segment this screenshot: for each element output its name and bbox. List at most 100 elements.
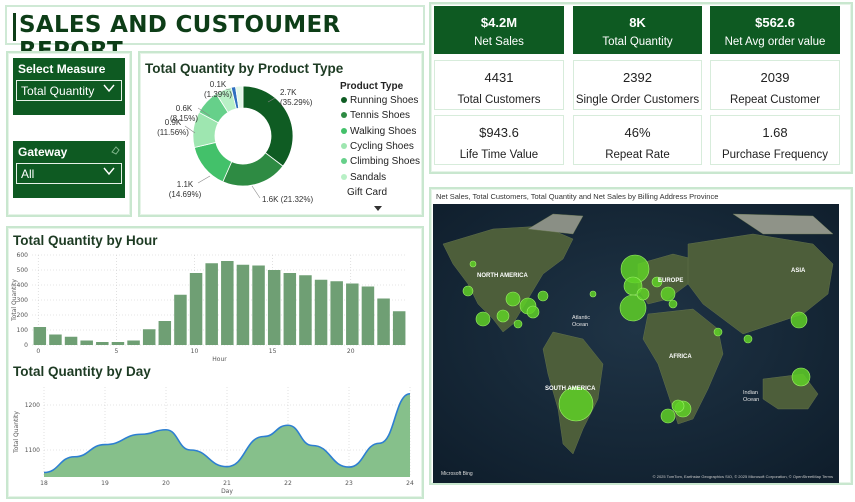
map-bubble[interactable] xyxy=(713,327,723,337)
y-tick-label: 1100 xyxy=(25,447,40,454)
hour-bar[interactable] xyxy=(267,270,281,345)
area-fill xyxy=(44,393,410,477)
hour-bar[interactable] xyxy=(361,286,375,346)
hour-bar[interactable] xyxy=(314,279,328,345)
gateway-slicer[interactable]: Gateway All xyxy=(13,141,125,198)
legend-label: Walking Shoes xyxy=(350,125,417,137)
map-bubble[interactable] xyxy=(619,294,647,322)
map-bubble[interactable] xyxy=(790,311,808,329)
kpi-value: 46% xyxy=(624,125,651,140)
world-map[interactable]: NORTH AMERICA EUROPE ASIA AFRICA SOUTH AMERI… xyxy=(433,204,839,483)
hour-bar[interactable] xyxy=(33,327,47,345)
hour-bar[interactable] xyxy=(221,261,234,345)
map-bubble[interactable] xyxy=(475,311,491,327)
hour-bar[interactable] xyxy=(174,294,187,345)
map-region-label: Atlantic xyxy=(572,315,590,321)
select-measure-slicer[interactable]: Select Measure Total Quantity xyxy=(13,58,125,115)
legend-label: Tennis Shoes xyxy=(350,110,411,122)
kpi-card-net-avg-order-value: $562.6 Net Avg order value xyxy=(710,6,840,54)
hour-bar[interactable] xyxy=(64,336,78,345)
report-title-box: SALES AND CUSTOUMER REPORT xyxy=(5,5,425,64)
hour-bar[interactable] xyxy=(330,281,343,345)
donut-leader-line xyxy=(267,97,276,103)
kpi-card-repeat-rate: 46% Repeat Rate xyxy=(573,115,702,165)
legend-label: Running Shoes xyxy=(350,95,419,106)
kpi-card-total-customers: 4431 Total Customers xyxy=(434,60,564,110)
legend-item-running-shoes[interactable]: Running Shoes xyxy=(341,95,418,106)
hour-bar[interactable] xyxy=(111,342,125,345)
legend-item-tennis-shoes[interactable]: Tennis Shoes xyxy=(341,110,410,121)
legend-item-gift-card[interactable]: Gift Card xyxy=(347,187,387,198)
hour-bar[interactable] xyxy=(142,329,156,345)
hour-bar[interactable] xyxy=(189,273,203,345)
select-measure-dropdown[interactable]: Total Quantity xyxy=(16,80,122,101)
x-tick-label: 15 xyxy=(269,348,277,355)
legend-item-cycling-shoes[interactable]: Cycling Shoes xyxy=(341,141,414,152)
hour-bar[interactable] xyxy=(392,311,406,345)
donut-leader-line xyxy=(225,88,231,91)
map-bubble[interactable] xyxy=(636,287,650,301)
legend-dot xyxy=(341,112,347,119)
area-line[interactable] xyxy=(43,392,411,474)
map-bubble[interactable] xyxy=(513,319,523,329)
hour-bar[interactable] xyxy=(158,321,172,345)
map-bubble[interactable] xyxy=(537,290,549,302)
donut-data-label: 2.7K xyxy=(280,88,297,97)
kpi-label: Purchase Frequency xyxy=(721,149,829,161)
eraser-icon[interactable] xyxy=(110,145,120,155)
kpi-label: Repeat Customer xyxy=(729,94,821,106)
map-bubble[interactable] xyxy=(469,260,477,268)
map-bubble[interactable] xyxy=(651,276,663,288)
map-bubble[interactable] xyxy=(526,305,540,319)
hour-bar[interactable] xyxy=(299,275,312,345)
hour-chart-title: Total Quantity by Hour xyxy=(13,233,158,248)
hour-bar[interactable] xyxy=(96,342,109,345)
donut-slice-other[interactable] xyxy=(235,85,244,109)
legend-scroll-down-icon[interactable] xyxy=(374,206,382,212)
hour-bar[interactable] xyxy=(283,273,297,345)
kpi-value: 4431 xyxy=(484,70,514,85)
bing-logo: Microsoft Bing xyxy=(441,471,473,477)
map-bubble[interactable] xyxy=(660,408,676,424)
kpi-card-single-order-customers: 2392 Single Order Customers xyxy=(573,60,702,110)
hour-bar[interactable] xyxy=(236,264,250,345)
map-region-label: Ocean xyxy=(572,322,588,328)
x-tick-label: 20 xyxy=(347,348,355,355)
hour-bar[interactable] xyxy=(377,298,390,346)
map-bubble[interactable] xyxy=(496,309,510,323)
gateway-dropdown[interactable]: All xyxy=(16,163,122,184)
hour-bar[interactable] xyxy=(346,283,359,346)
y-tick-label: 500 xyxy=(17,267,29,274)
donut-data-label: 1.1K xyxy=(177,180,194,189)
map-credit: © 2025 TomTom, Earthstar Geographics SIO… xyxy=(653,474,833,479)
map-bubble[interactable] xyxy=(558,386,594,422)
map-bubble[interactable] xyxy=(462,285,474,297)
map-bubble[interactable] xyxy=(589,290,597,298)
map-bubble[interactable] xyxy=(791,367,811,387)
legend-item-climbing-shoes[interactable]: Climbing Shoes xyxy=(341,156,420,167)
gateway-value: All xyxy=(21,167,35,181)
kpi-label: Total Customers xyxy=(457,94,541,106)
kpi-value: $4.2M xyxy=(480,15,518,30)
donut-data-label-pct: (11.56%) xyxy=(157,128,189,137)
kpi-card-life-time-value: $943.6 Life Time Value xyxy=(434,115,564,165)
x-tick-label: 23 xyxy=(345,480,353,487)
map-bubble[interactable] xyxy=(668,299,678,309)
kpi-card-net-sales: $4.2M Net Sales xyxy=(434,6,564,54)
legend-item-sandals[interactable]: Sandals xyxy=(341,172,386,183)
map-bubble[interactable] xyxy=(660,286,676,302)
select-measure-label: Select Measure xyxy=(18,62,106,76)
hour-bar[interactable] xyxy=(127,340,140,346)
x-axis-label: Hour xyxy=(212,356,227,363)
legend-item-walking-shoes[interactable]: Walking Shoes xyxy=(341,126,416,137)
map-bubble[interactable] xyxy=(505,291,521,307)
hour-bar[interactable] xyxy=(80,340,93,346)
legend-label: Gift Card xyxy=(347,186,388,198)
hour-bar[interactable] xyxy=(252,265,265,346)
map-bubble[interactable] xyxy=(671,399,685,413)
map-region-label: ASIA xyxy=(791,268,806,274)
map-bubble[interactable] xyxy=(743,334,753,344)
day-area-chart: 1100 1200 18 19 20 21 22 23 24 Day Total Quantity xyxy=(13,387,414,495)
hour-bar[interactable] xyxy=(205,263,218,345)
hour-bar[interactable] xyxy=(49,334,62,346)
